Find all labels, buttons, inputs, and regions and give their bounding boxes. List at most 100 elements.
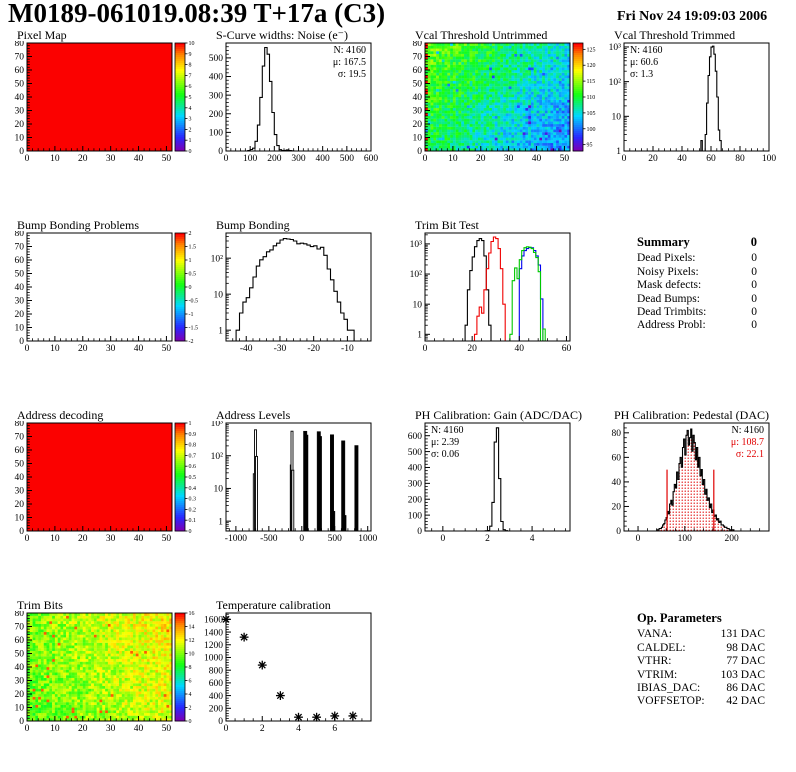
svg-text:10²: 10² — [609, 78, 622, 88]
svg-text:70: 70 — [15, 243, 25, 253]
svg-text:10: 10 — [15, 134, 25, 144]
svg-text:10: 10 — [50, 344, 60, 354]
svg-text:20: 20 — [476, 154, 486, 164]
op-parameters-title: Op. Parameters — [637, 611, 722, 625]
panel-title: Vcal Threshold Untrimmed — [415, 28, 548, 42]
svg-text:10: 10 — [50, 534, 60, 544]
svg-text:0: 0 — [636, 534, 641, 544]
svg-text:10³: 10³ — [609, 43, 622, 53]
svg-text:60: 60 — [15, 256, 25, 266]
svg-text:20: 20 — [612, 503, 622, 513]
svg-text:10: 10 — [612, 113, 622, 123]
svg-text:1: 1 — [189, 138, 192, 144]
svg-text:100: 100 — [408, 511, 423, 521]
svg-text:7: 7 — [189, 73, 192, 79]
svg-text:10²: 10² — [410, 270, 423, 280]
svg-text:100: 100 — [678, 534, 693, 544]
svg-text:20: 20 — [15, 310, 25, 320]
svg-text:N: 4160: N: 4160 — [334, 45, 367, 56]
svg-text:10: 10 — [50, 154, 60, 164]
svg-text:20: 20 — [648, 154, 658, 164]
op-parameters-block: Op. Parameters VANA: 131 DAC CALDEL: 98 DA… — [637, 611, 765, 709]
svg-text:0.8: 0.8 — [189, 443, 197, 449]
svg-text:0: 0 — [25, 344, 30, 354]
svg-text:500: 500 — [209, 54, 224, 64]
panel-title: Temperature calibration — [216, 598, 331, 612]
svg-text:400: 400 — [408, 464, 423, 474]
svg-text:1: 1 — [218, 517, 223, 527]
panel-title: Bump Bonding Problems — [17, 218, 140, 232]
svg-text:200: 200 — [267, 154, 282, 164]
svg-text:N: 4160: N: 4160 — [431, 425, 464, 436]
svg-text:10: 10 — [189, 41, 195, 47]
svg-text:10: 10 — [15, 514, 25, 524]
svg-text:600: 600 — [408, 432, 423, 442]
svg-text:200: 200 — [209, 110, 224, 120]
svg-text:30: 30 — [106, 154, 116, 164]
svg-text:1: 1 — [616, 147, 621, 157]
svg-text:40: 40 — [515, 344, 525, 354]
chart-bump-bonding: -40 -30 -20 -10 1 10 10² — [211, 232, 372, 354]
svg-text:0: 0 — [25, 154, 30, 164]
op-param-row: IBIAS_DAC: 86 DAC — [637, 682, 765, 695]
svg-text:40: 40 — [15, 473, 25, 483]
svg-text:-40: -40 — [240, 344, 253, 354]
svg-text:50: 50 — [15, 460, 25, 470]
svg-text:200: 200 — [724, 534, 739, 544]
svg-text:80: 80 — [15, 421, 25, 429]
svg-text:30: 30 — [106, 534, 116, 544]
svg-text:0: 0 — [423, 344, 428, 354]
svg-text:20: 20 — [78, 344, 88, 354]
svg-text:5: 5 — [189, 95, 192, 101]
panel-vcal-untrimmed: Vcal Threshold Untrimmed 0 10 20 30 40 50 0 10 2… — [398, 28, 597, 203]
panel-trim-bit-test: Trim Bit Test 0 20 40 60 1 10 10² 10³ — [398, 218, 597, 393]
svg-text:200: 200 — [408, 495, 423, 505]
svg-text:σ: 1.3: σ: 1.3 — [630, 69, 653, 80]
svg-text:60: 60 — [612, 454, 622, 464]
svg-text:0: 0 — [19, 337, 24, 347]
svg-text:10: 10 — [214, 290, 224, 300]
svg-text:9: 9 — [189, 52, 192, 58]
svg-text:0: 0 — [224, 154, 229, 164]
svg-text:6: 6 — [189, 84, 192, 90]
svg-text:400: 400 — [316, 154, 331, 164]
panel-title: PH Calibration: Gain (ADC/DAC) — [415, 408, 582, 422]
svg-text:0.4: 0.4 — [189, 486, 197, 492]
panel-address-levels: Address Levels -1000 -500 0 500 1000 1 10 10² 10… — [199, 408, 398, 583]
op-param-row: VTHR: 77 DAC — [637, 655, 765, 668]
page-title: M0189-061019.08:39 T+17a (C3) — [8, 0, 386, 28]
panel-summary: Summary 0 Dead Pixels: 0 Noisy Pixels: 0 M… — [597, 218, 796, 393]
svg-text:500: 500 — [408, 448, 423, 458]
svg-text:4: 4 — [530, 534, 535, 544]
svg-text:50: 50 — [413, 80, 423, 90]
svg-text:-1.5: -1.5 — [189, 326, 199, 332]
svg-text:110: 110 — [587, 95, 596, 101]
svg-text:μ: 108.7: μ: 108.7 — [731, 437, 764, 448]
svg-text:70: 70 — [15, 53, 25, 63]
chart-address-levels: -1000 -500 0 500 1000 1 10 10² 10³ — [211, 421, 378, 544]
svg-text:1.5: 1.5 — [189, 245, 197, 251]
svg-text:-10: -10 — [341, 344, 354, 354]
svg-text:10³: 10³ — [410, 240, 423, 250]
svg-text:μ: 2.39: μ: 2.39 — [431, 437, 459, 448]
svg-text:1: 1 — [417, 331, 422, 341]
svg-text:μ: 167.5: μ: 167.5 — [333, 57, 366, 68]
svg-text:120: 120 — [587, 63, 596, 69]
svg-text:20: 20 — [467, 344, 477, 354]
svg-text:105: 105 — [587, 111, 596, 117]
svg-text:0.7: 0.7 — [189, 453, 197, 459]
svg-text:40: 40 — [532, 154, 542, 164]
svg-text:40: 40 — [612, 478, 622, 488]
svg-text:0.3: 0.3 — [189, 497, 197, 503]
svg-text:60: 60 — [562, 344, 572, 354]
svg-text:50: 50 — [15, 270, 25, 280]
summary-row: Dead Bumps: 0 — [637, 292, 757, 305]
svg-text:0: 0 — [189, 149, 192, 155]
svg-text:-30: -30 — [274, 344, 287, 354]
